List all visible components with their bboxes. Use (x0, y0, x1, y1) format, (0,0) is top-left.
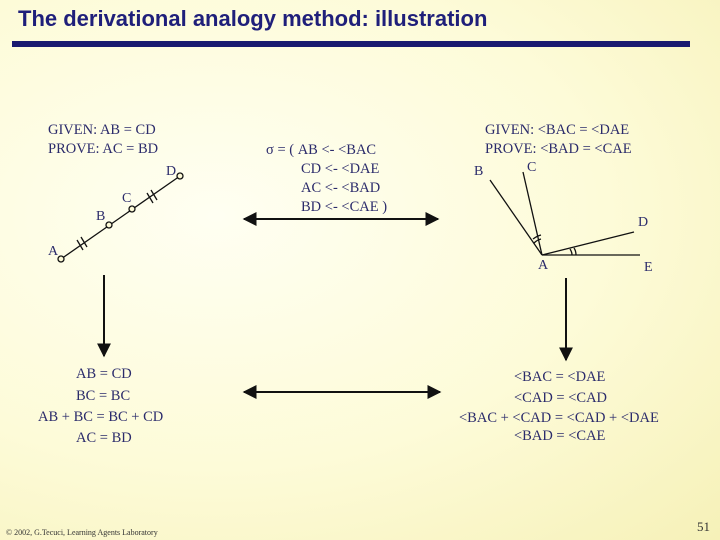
left-derivation-line-3: AB + BC = BC + CD (38, 409, 164, 425)
point-label-c-right: C (527, 160, 537, 175)
left-segment-figure (57, 172, 184, 263)
page-number: 51 (697, 519, 710, 534)
title-underline (12, 41, 690, 47)
point-label-c: C (122, 191, 132, 206)
point-label-d: D (166, 164, 177, 179)
point-d (176, 172, 184, 180)
mapping-line-4: BD <- <CAE ) (301, 199, 388, 215)
left-derivation-line-2: BC = BC (76, 388, 131, 404)
right-given: GIVEN: <BAC = <DAE (485, 122, 630, 138)
slide-title: The derivational analogy method: illustr… (18, 6, 488, 31)
right-prove: PROVE: <BAD = <CAE (485, 141, 632, 157)
mapping-line-3: AC <- <BAD (301, 180, 381, 196)
point-label-e-right: E (644, 260, 653, 275)
point-label-a: A (48, 244, 59, 259)
right-derivation-line-1: <BAC = <DAE (514, 369, 606, 385)
right-angle-figure (489, 171, 640, 256)
left-given: GIVEN: AB = CD (48, 122, 156, 138)
point-b (105, 221, 113, 229)
right-derivation-line-4: <BAD = <CAE (514, 428, 606, 444)
point-c (128, 205, 136, 213)
point-label-d-right: D (638, 215, 649, 230)
point-label-b-right: B (474, 164, 484, 179)
copyright-footer: © 2002, G.Tecuci, Learning Agents Labora… (6, 528, 158, 537)
point-a (57, 255, 65, 263)
point-label-a-right: A (538, 258, 549, 273)
left-prove: PROVE: AC = BD (48, 141, 159, 157)
mapping-line-2: CD <- <DAE (301, 161, 380, 177)
point-label-b: B (96, 209, 106, 224)
right-derivation-line-2: <CAD = <CAD (514, 390, 608, 406)
mapping-line-1: σ = ( AB <- <BAC (266, 142, 377, 158)
left-derivation-line-4: AC = BD (76, 430, 132, 446)
right-derivation-line-3: <BAC + <CAD = <CAD + <DAE (459, 410, 659, 426)
left-derivation-line-1: AB = CD (76, 366, 132, 382)
